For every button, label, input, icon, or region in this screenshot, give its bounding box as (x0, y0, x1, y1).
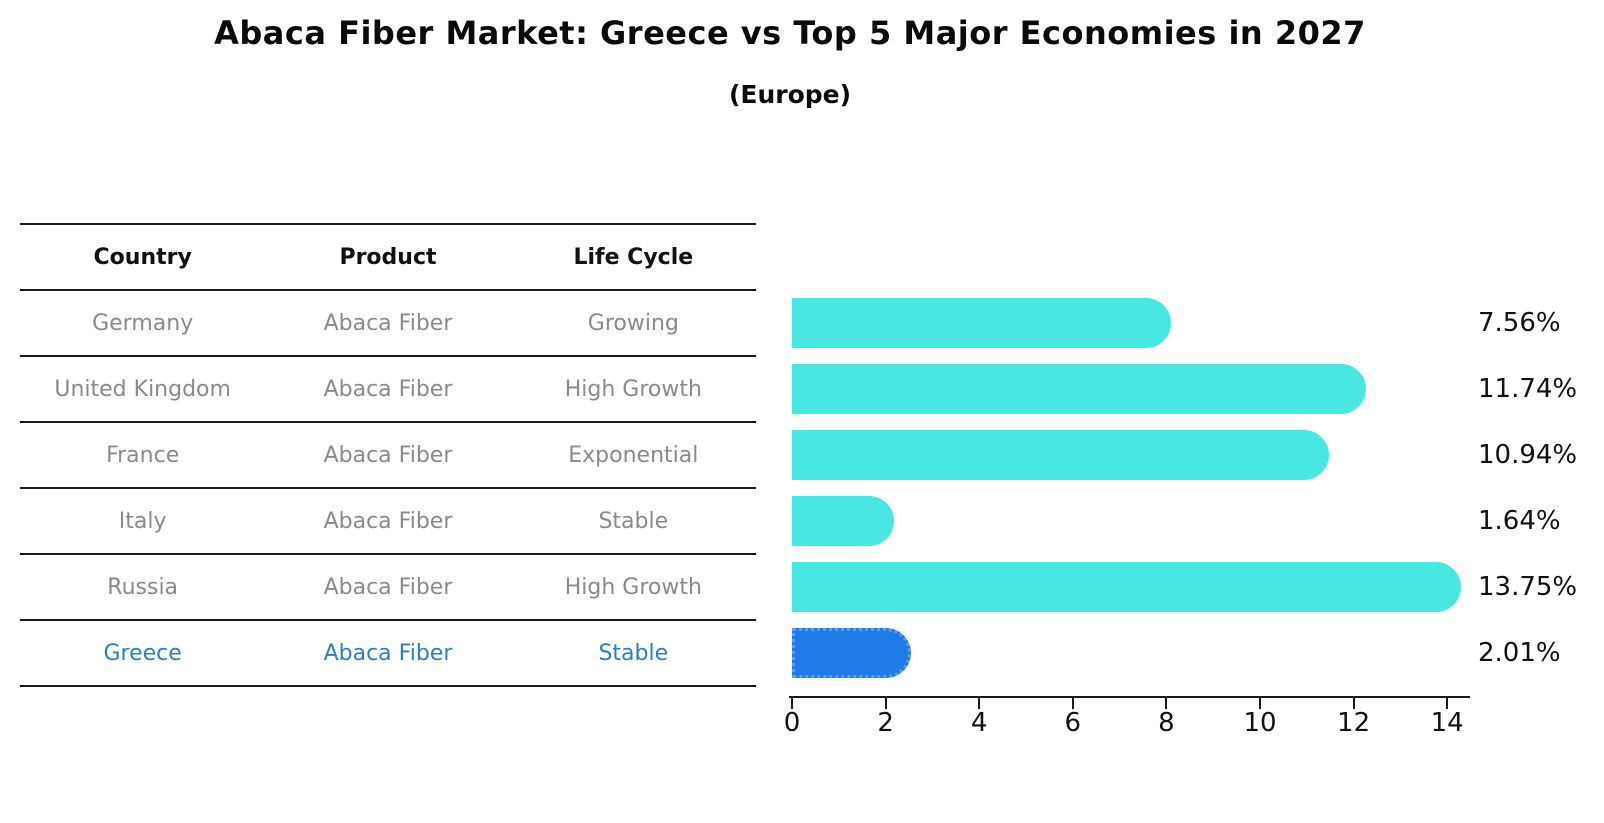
x-tick-mark-6 (1071, 698, 1074, 709)
value-label-greece: 2.01% (1478, 638, 1561, 668)
value-label-russia: 13.75% (1478, 572, 1578, 602)
x-tick-mark-14 (1446, 698, 1449, 709)
cell-life-cycle: Growing (587, 310, 679, 336)
cell-life-cycle: High Growth (564, 574, 702, 600)
x-tick-label-4: 4 (970, 708, 988, 738)
bar-greece (792, 628, 912, 678)
table-header-row: Country Product Life Cycle (20, 225, 756, 291)
cell-product: Abaca Fiber (323, 442, 453, 468)
x-tick-mark-10 (1259, 698, 1261, 709)
x-tick-label-10: 10 (1243, 708, 1277, 738)
comparison-table: Country Product Life Cycle Germany Abaca … (20, 223, 756, 687)
chart-subtitle: (Europe) (728, 80, 852, 109)
bar-united-kingdom (792, 364, 1367, 414)
value-label-united-kingdom: 11.74% (1478, 374, 1578, 404)
x-tick-label-0: 0 (783, 708, 801, 738)
table-row-united-kingdom: United Kingdom Abaca Fiber High Growth (20, 357, 756, 423)
cell-country: France (106, 442, 180, 468)
x-tick-mark-2 (884, 698, 887, 709)
column-header-life-cycle: Life Cycle (573, 244, 694, 270)
cell-life-cycle: Stable (598, 508, 669, 534)
x-tick-mark-4 (978, 698, 981, 709)
bar-russia (792, 562, 1461, 612)
bar-france (792, 430, 1329, 480)
table-row-russia: Russia Abaca Fiber High Growth (20, 555, 756, 621)
cell-product: Abaca Fiber (323, 376, 453, 402)
cell-product: Abaca Fiber (323, 508, 453, 534)
cell-country: United Kingdom (54, 376, 231, 402)
x-tick-mark-12 (1352, 698, 1355, 709)
cell-country: Russia (107, 574, 179, 600)
cell-life-cycle: Stable (598, 640, 669, 666)
x-tick-label-8: 8 (1158, 708, 1175, 738)
cell-product: Abaca Fiber (323, 574, 453, 600)
table-row-france: France Abaca Fiber Exponential (20, 423, 756, 489)
table-body: Germany Abaca Fiber Growing United Kingdom A… (20, 291, 756, 687)
cell-country: Italy (118, 508, 167, 534)
x-tick-mark-0 (791, 698, 793, 709)
x-tick-label-12: 12 (1337, 708, 1371, 738)
cell-country: Germany (92, 310, 194, 336)
value-label-italy: 1.64% (1478, 506, 1561, 536)
x-tick-mark-8 (1165, 698, 1168, 709)
bar-italy (792, 496, 894, 546)
value-label-germany: 7.56% (1478, 308, 1561, 338)
bar-germany (792, 298, 1171, 348)
table-row-italy: Italy Abaca Fiber Stable (20, 489, 756, 555)
table-row-germany: Germany Abaca Fiber Growing (20, 291, 756, 357)
column-header-product: Product (339, 244, 437, 270)
column-header-country: Country (93, 244, 192, 270)
x-tick-label-14: 14 (1430, 708, 1464, 738)
cell-life-cycle: High Growth (564, 376, 702, 402)
x-tick-label-6: 6 (1064, 708, 1082, 738)
cell-life-cycle: Exponential (568, 442, 699, 468)
cell-country: Greece (103, 640, 182, 666)
cell-product: Abaca Fiber (323, 310, 453, 336)
chart-title: Abaca Fiber Market: Greece vs Top 5 Majo… (214, 14, 1366, 52)
cell-product: Abaca Fiber (323, 640, 453, 666)
x-axis-line (789, 696, 1470, 698)
x-tick-label-2: 2 (877, 708, 894, 738)
value-label-france: 10.94% (1478, 440, 1578, 470)
table-row-greece: Greece Abaca Fiber Stable (20, 621, 756, 687)
